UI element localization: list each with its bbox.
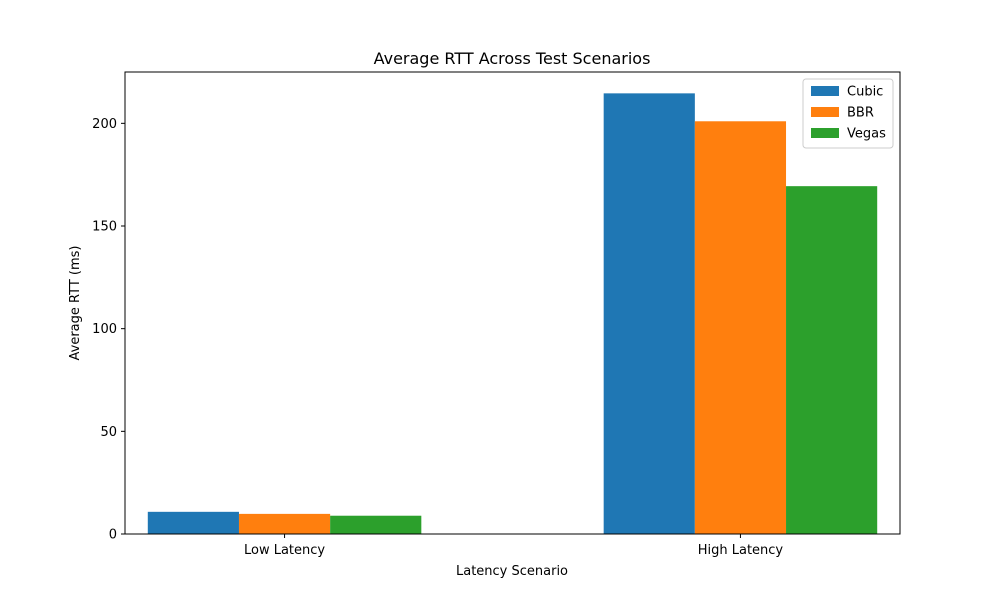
y-axis-ticks: 0 50 100 150 200: [92, 117, 125, 543]
y-axis-label: Average RTT (ms): [68, 246, 83, 361]
bar-bbr-high-latency: [694, 121, 787, 534]
bar-vegas-low-latency: [330, 515, 422, 534]
bar-vegas-high-latency: [786, 186, 878, 534]
x-axis-label: Latency Scenario: [456, 564, 568, 579]
y-tick-label: 0: [109, 528, 117, 543]
bar-cubic-low-latency: [147, 511, 239, 534]
x-tick-label: High Latency: [698, 543, 784, 558]
bar-bbr-low-latency: [238, 513, 331, 534]
bar-cubic-high-latency: [603, 93, 695, 534]
y-tick-label: 50: [100, 425, 117, 440]
legend: Cubic BBR Vegas: [802, 78, 894, 149]
y-tick-label: 200: [92, 117, 117, 132]
legend-swatch-bbr: [811, 107, 839, 117]
legend-label-bbr: BBR: [847, 106, 874, 121]
bars-group: [147, 93, 878, 534]
y-tick-label: 150: [92, 220, 117, 235]
legend-label-cubic: Cubic: [847, 85, 883, 100]
legend-label-vegas: Vegas: [847, 127, 886, 142]
x-tick-label: Low Latency: [244, 543, 325, 558]
plot-frame: [124, 71, 901, 535]
x-axis-ticks: Low Latency High Latency: [244, 534, 783, 558]
legend-swatch-cubic: [811, 86, 839, 96]
y-tick-label: 100: [92, 322, 117, 337]
legend-swatch-vegas: [811, 128, 839, 138]
chart-title: Average RTT Across Test Scenarios: [374, 49, 651, 68]
